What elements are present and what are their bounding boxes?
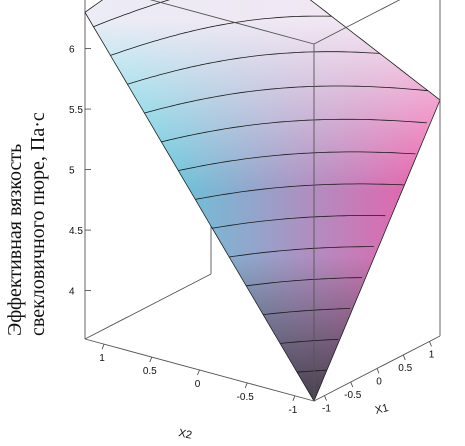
x1-tick-label: -1: [322, 404, 331, 415]
z-tick-label: 4.5: [69, 226, 83, 237]
x2-tick-label: 1: [99, 353, 105, 364]
contour-lines: [93, 0, 428, 373]
x1-tick-label: 0.5: [398, 363, 412, 374]
x1-tick: [402, 354, 406, 361]
z-tick-label: 5.5: [69, 105, 83, 116]
surface: [84, 0, 441, 402]
box-edge: [149, 0, 315, 45]
x1-tick-label: -0.5: [344, 390, 362, 401]
x2-tick: [292, 395, 296, 401]
x2-tick: [149, 356, 153, 363]
contour-line: [195, 183, 404, 200]
contour-line: [280, 338, 339, 344]
x2-tick: [101, 344, 105, 350]
x1-tick: [324, 395, 327, 401]
z-tick-label: 5: [69, 166, 75, 177]
x2-tick-label: -1: [288, 405, 297, 416]
x1-tick: [429, 341, 432, 347]
surface-shading: [85, 0, 440, 401]
contour-line: [263, 308, 351, 315]
z-axis-label-line-1: Эффективная вязкость: [4, 144, 26, 336]
contour-line: [144, 85, 428, 114]
x-axis-label: X1: [374, 402, 390, 417]
x2-tick-label: -0.5: [237, 392, 255, 403]
x2-tick: [244, 382, 248, 389]
contour-line: [161, 118, 427, 143]
contour-line: [229, 246, 374, 258]
z-tick-label: 4: [69, 287, 75, 298]
contour-line: [212, 215, 386, 229]
x1-tick-label: 1: [429, 349, 435, 360]
x2-tick-label: 0: [195, 379, 201, 390]
contour-line: [127, 51, 380, 85]
z-axis-label: Эффективная вязкость свекловичного пюре,…: [4, 112, 49, 336]
contour-line: [296, 369, 327, 373]
x2-tick: [197, 369, 200, 376]
x1-tick-label: 0: [376, 377, 382, 388]
x1-tick: [376, 368, 380, 374]
box-edge: [313, 0, 401, 45]
box-edge: [84, 273, 212, 340]
z-tick-label: 6: [69, 45, 75, 56]
z-axis-label-line-2: свекловичного пюре, Па·с: [27, 112, 49, 336]
x2-tick-label: 0.5: [143, 366, 157, 377]
x1-tick: [350, 381, 354, 388]
contour-line: [93, 0, 170, 28]
contour-line: [178, 151, 416, 171]
contour-line: [110, 15, 332, 56]
contour-line: [246, 277, 363, 287]
y-axis-label: X2: [177, 427, 193, 442]
